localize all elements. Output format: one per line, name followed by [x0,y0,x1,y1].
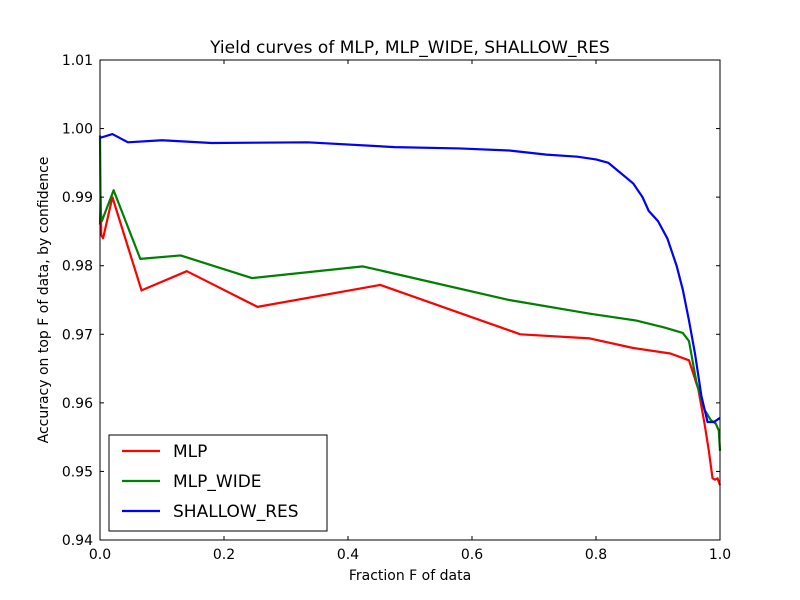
y-axis-title: Accuracy on top F of data, by confidence [36,157,52,444]
y-tick-label: 1.01 [62,53,93,69]
x-tick-label: 0.6 [461,547,483,563]
legend-label: MLP [173,442,207,462]
y-tick-label: 0.99 [62,190,93,206]
plot-frame [99,59,721,541]
y-tick-label: 1.00 [62,122,93,138]
x-tick-label: 0.8 [585,547,607,563]
legend-label: SHALLOW_RES [173,502,299,522]
x-axis-title: Fraction F of data [349,568,471,584]
series-line-1 [98,196,722,486]
y-tick-label: 0.98 [62,259,93,275]
legend: MLP MLP_WIDE SHALLOW_RES [108,434,328,532]
y-tick-labels: 0.94 0.95 0.96 0.97 0.98 0.99 1.00 1.01 [62,53,93,549]
x-tick-label: 0.2 [213,547,235,563]
series-layer [98,132,722,486]
chart-title: Yield curves of MLP, MLP_WIDE, SHALLOW_R… [209,38,610,58]
x-tick-label: 1.0 [709,547,731,563]
y-tick-label: 0.96 [62,396,93,412]
y-tick-label: 0.95 [62,464,93,480]
x-tick-label: 0.0 [89,547,111,563]
y-tick-label: 0.97 [62,327,93,343]
series-line-2 [98,135,722,451]
legend-label: MLP_WIDE [173,472,262,492]
series-line-3 [99,132,721,424]
legend-entries: MLP MLP_WIDE SHALLOW_RES [122,442,299,522]
x-tick-label: 0.4 [337,547,359,563]
x-tick-labels: 0.0 0.2 0.4 0.6 0.8 1.0 [89,547,731,563]
y-tick-label: 0.94 [62,533,93,549]
